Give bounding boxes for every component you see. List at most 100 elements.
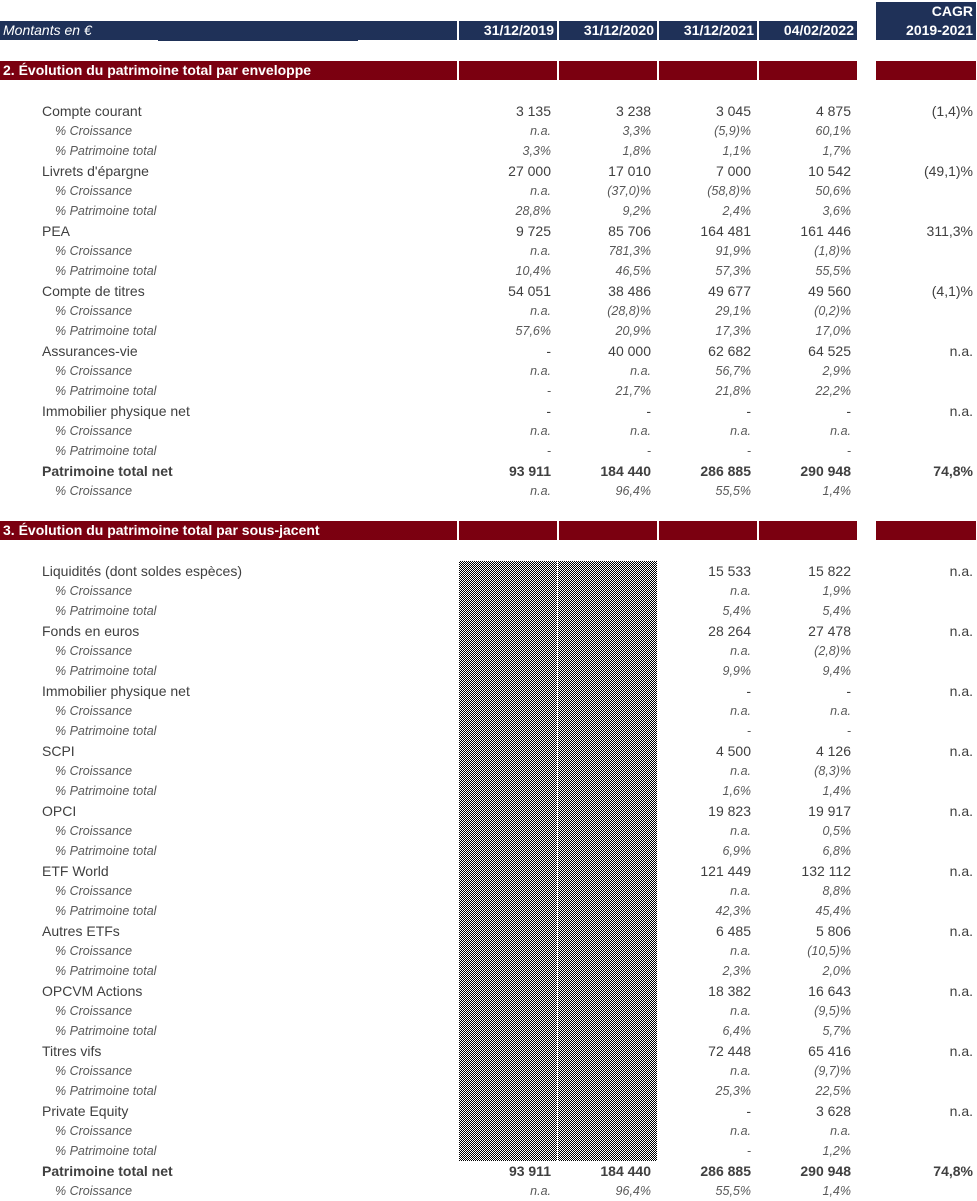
cell-value: 15 533 xyxy=(708,563,751,579)
date-header: 31/12/2020 xyxy=(559,21,657,40)
cell-value: 49 560 xyxy=(808,283,851,299)
row-label: % Patrimoine total xyxy=(55,1024,157,1038)
cell-value: 1,4% xyxy=(822,1184,852,1198)
cell-value: 184 440 xyxy=(600,463,651,479)
croissance-row: % Croissance n.a. (9,5)% xyxy=(0,1001,977,1021)
row-label: % Croissance xyxy=(55,244,133,258)
patrimoine-row: % Patrimoine total 3,3% 1,8% 1,1% 1,7% xyxy=(0,141,977,161)
group-row: Compte courant 3 135 3 238 3 045 4 875 (1,4)% xyxy=(0,101,977,121)
cell-value: n.a. xyxy=(630,424,651,438)
cell-value: 65 416 xyxy=(808,1043,851,1059)
cell-value: n.a. xyxy=(730,644,751,658)
cell-value: n.a. xyxy=(530,124,551,138)
row-label: Autres ETFs xyxy=(42,923,120,939)
row-label: % Croissance xyxy=(55,884,133,898)
cell-value: n.a. xyxy=(530,304,551,318)
hatched-unavailable-area xyxy=(459,561,657,1161)
group-row: Immobilier physique net - - - - n.a. xyxy=(0,401,977,421)
group-row: Private Equity - 3 628 n.a. xyxy=(0,1101,977,1121)
cell-value: n.a. xyxy=(830,704,851,718)
cell-value: (9,5)% xyxy=(814,1004,851,1018)
cell-value: 9,9% xyxy=(722,664,752,678)
croissance-row: % Croissance n.a. 3,3% (5,9)% 60,1% xyxy=(0,121,977,141)
cell-value: 290 948 xyxy=(800,1163,851,1179)
row-label: % Croissance xyxy=(55,704,133,718)
cagr-value: n.a. xyxy=(949,923,973,939)
group-row: Livrets d'épargne 27 000 17 010 7 000 10 542… xyxy=(0,161,977,181)
cell-value: 96,4% xyxy=(615,1184,651,1198)
patrimoine-row: % Patrimoine total 10,4% 46,5% 57,3% 55,5% xyxy=(0,261,977,281)
cell-value: - xyxy=(746,403,751,419)
row-label: % Croissance xyxy=(55,1004,133,1018)
cell-value: 19 917 xyxy=(808,803,851,819)
section-title: 3. Évolution du patrimoine total par sou… xyxy=(3,522,320,538)
row-label: % Croissance xyxy=(55,484,133,498)
section-header-cell xyxy=(876,521,976,540)
cell-value: 29,1% xyxy=(715,304,751,318)
row-label: % Croissance xyxy=(55,824,133,838)
cell-value: - xyxy=(846,403,851,419)
croissance-row: % Croissance n.a. (8,3)% xyxy=(0,761,977,781)
cell-value: 1,6% xyxy=(722,784,752,798)
cell-value: 2,3% xyxy=(722,964,752,978)
cell-value: 62 682 xyxy=(708,343,751,359)
cagr-value: n.a. xyxy=(949,683,973,699)
cell-value: (10,5)% xyxy=(807,944,851,958)
cell-value: 8,8% xyxy=(822,884,852,898)
cagr-header: CAGR 2019-2021 xyxy=(876,2,976,40)
cell-value: n.a. xyxy=(730,584,751,598)
cell-value: 3 045 xyxy=(715,103,751,119)
cell-value: n.a. xyxy=(530,424,551,438)
cell-value: 56,7% xyxy=(715,364,751,378)
row-label: % Patrimoine total xyxy=(55,784,157,798)
croissance-row: % Croissance n.a. 96,4% 55,5% 1,4% xyxy=(0,481,977,501)
row-label: % Croissance xyxy=(55,424,133,438)
croissance-row: % Croissance n.a. 8,8% xyxy=(0,881,977,901)
cell-value: 5,7% xyxy=(822,1024,852,1038)
row-label: % Patrimoine total xyxy=(55,844,157,858)
patrimoine-row: % Patrimoine total - 1,2% xyxy=(0,1141,977,1161)
cell-value: (2,8)% xyxy=(814,644,851,658)
row-label: % Croissance xyxy=(55,124,133,138)
cell-value: 46,5% xyxy=(615,264,651,278)
cell-value: - xyxy=(546,384,551,398)
cell-value: 85 706 xyxy=(608,223,651,239)
row-label: % Croissance xyxy=(55,1184,133,1198)
cell-value: 1,1% xyxy=(722,144,752,158)
cell-value: 28,8% xyxy=(515,204,551,218)
cell-value: 6 485 xyxy=(715,923,751,939)
row-label: Titres vifs xyxy=(42,1043,102,1059)
cell-value: 4 126 xyxy=(815,743,851,759)
row-label: % Croissance xyxy=(55,184,133,198)
cell-value: n.a. xyxy=(830,1124,851,1138)
cell-value: 286 885 xyxy=(700,463,751,479)
row-label: Patrimoine total net xyxy=(42,1163,173,1179)
croissance-row: % Croissance n.a. (28,8)% 29,1% (0,2)% xyxy=(0,301,977,321)
section-header-cell xyxy=(659,521,757,540)
cell-value: 10,4% xyxy=(515,264,551,278)
cell-value: n.a. xyxy=(530,244,551,258)
cell-value: 57,3% xyxy=(715,264,751,278)
row-label: % Patrimoine total xyxy=(55,1084,157,1098)
cell-value: - xyxy=(846,724,851,738)
cell-value: 17 010 xyxy=(608,163,651,179)
cagr-value: (49,1)% xyxy=(923,163,973,179)
row-label: % Patrimoine total xyxy=(55,144,157,158)
group-row: Immobilier physique net - - n.a. xyxy=(0,681,977,701)
cell-value: 9,2% xyxy=(622,204,652,218)
cell-value: 1,7% xyxy=(822,144,852,158)
cell-value: 54 051 xyxy=(508,283,551,299)
cell-value: n.a. xyxy=(730,704,751,718)
cell-value: 91,9% xyxy=(715,244,751,258)
section-header-cell xyxy=(659,61,757,80)
cell-value: 38 486 xyxy=(608,283,651,299)
row-label: Patrimoine total net xyxy=(42,463,173,479)
cell-value: 93 911 xyxy=(508,463,551,479)
cell-value: 6,4% xyxy=(722,1024,752,1038)
row-label: % Patrimoine total xyxy=(55,204,157,218)
cagr-value: 311,3% xyxy=(926,223,973,239)
cell-value: - xyxy=(646,444,651,458)
row-label: Private Equity xyxy=(42,1103,129,1119)
date-header: 31/12/2019 xyxy=(459,21,557,40)
row-label: % Croissance xyxy=(55,584,133,598)
